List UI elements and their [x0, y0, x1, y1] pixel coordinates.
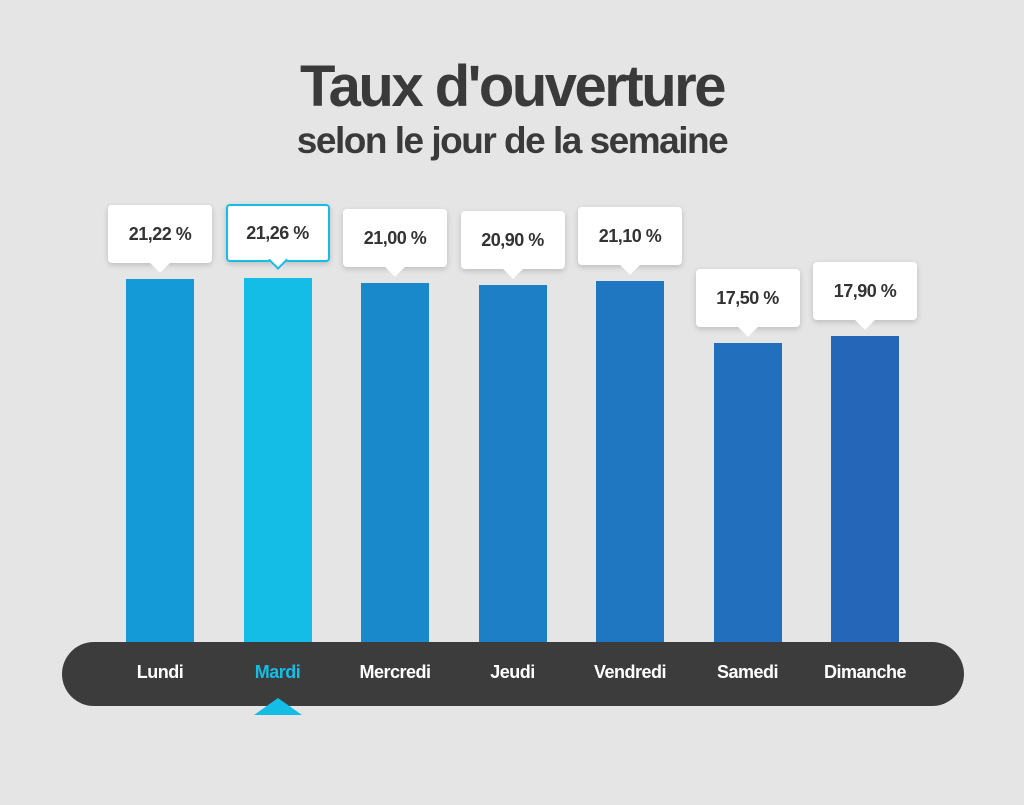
bar-mardi [243, 278, 312, 642]
bar-jeudi [478, 284, 547, 642]
x-tick-label-mercredi: Mercredi [359, 662, 431, 682]
data-label-text: 21,10 % [598, 226, 662, 247]
data-label-text: 20,90 % [481, 229, 544, 250]
bar-vendredi [596, 281, 664, 642]
x-tick-label-dimanche: Dimanche [823, 662, 907, 682]
bar-samedi [713, 342, 782, 642]
x-tick-label-vendredi: Vendredi [593, 662, 667, 682]
data-label-mercredi: 21,00 % [343, 208, 447, 277]
highlight-pointer-icon [253, 698, 302, 715]
x-tick-label-jeudi: Jeudi [490, 662, 535, 682]
data-label-text: 21,26 % [246, 223, 309, 244]
data-label-samedi: 17,50 % [695, 268, 800, 337]
data-label-pointer [620, 255, 640, 276]
chart-title: Taux d'ouverture [300, 54, 726, 119]
data-label-mardi: 21,26 % [225, 204, 330, 271]
data-label-text: 17,50 % [716, 287, 779, 308]
data-label-pointer [385, 256, 405, 277]
data-label-pointer [267, 250, 288, 271]
data-label-text: 21,22 % [128, 224, 192, 245]
bar-mercredi [361, 282, 429, 642]
x-axis-bar [62, 642, 964, 706]
data-label-dimanche: 17,90 % [813, 261, 917, 330]
chart-subtitle: selon le jour de la semaine [296, 120, 729, 161]
bar-dimanche [831, 335, 899, 642]
data-label-pointer [150, 253, 170, 274]
bar-lundi [126, 279, 194, 642]
x-tick-label-lundi: Lundi [136, 662, 184, 682]
data-label-lundi: 21,22 % [108, 205, 212, 274]
data-label-pointer [737, 316, 758, 337]
x-tick-label-mardi: Mardi [254, 662, 301, 682]
data-label-text: 17,90 % [833, 280, 897, 301]
data-label-vendredi: 21,10 % [578, 207, 682, 276]
data-label-text: 21,00 % [363, 227, 427, 248]
data-label-pointer [502, 258, 523, 279]
data-label-jeudi: 20,90 % [460, 210, 565, 279]
data-label-pointer [855, 310, 875, 330]
x-tick-label-samedi: Samedi [716, 662, 779, 682]
